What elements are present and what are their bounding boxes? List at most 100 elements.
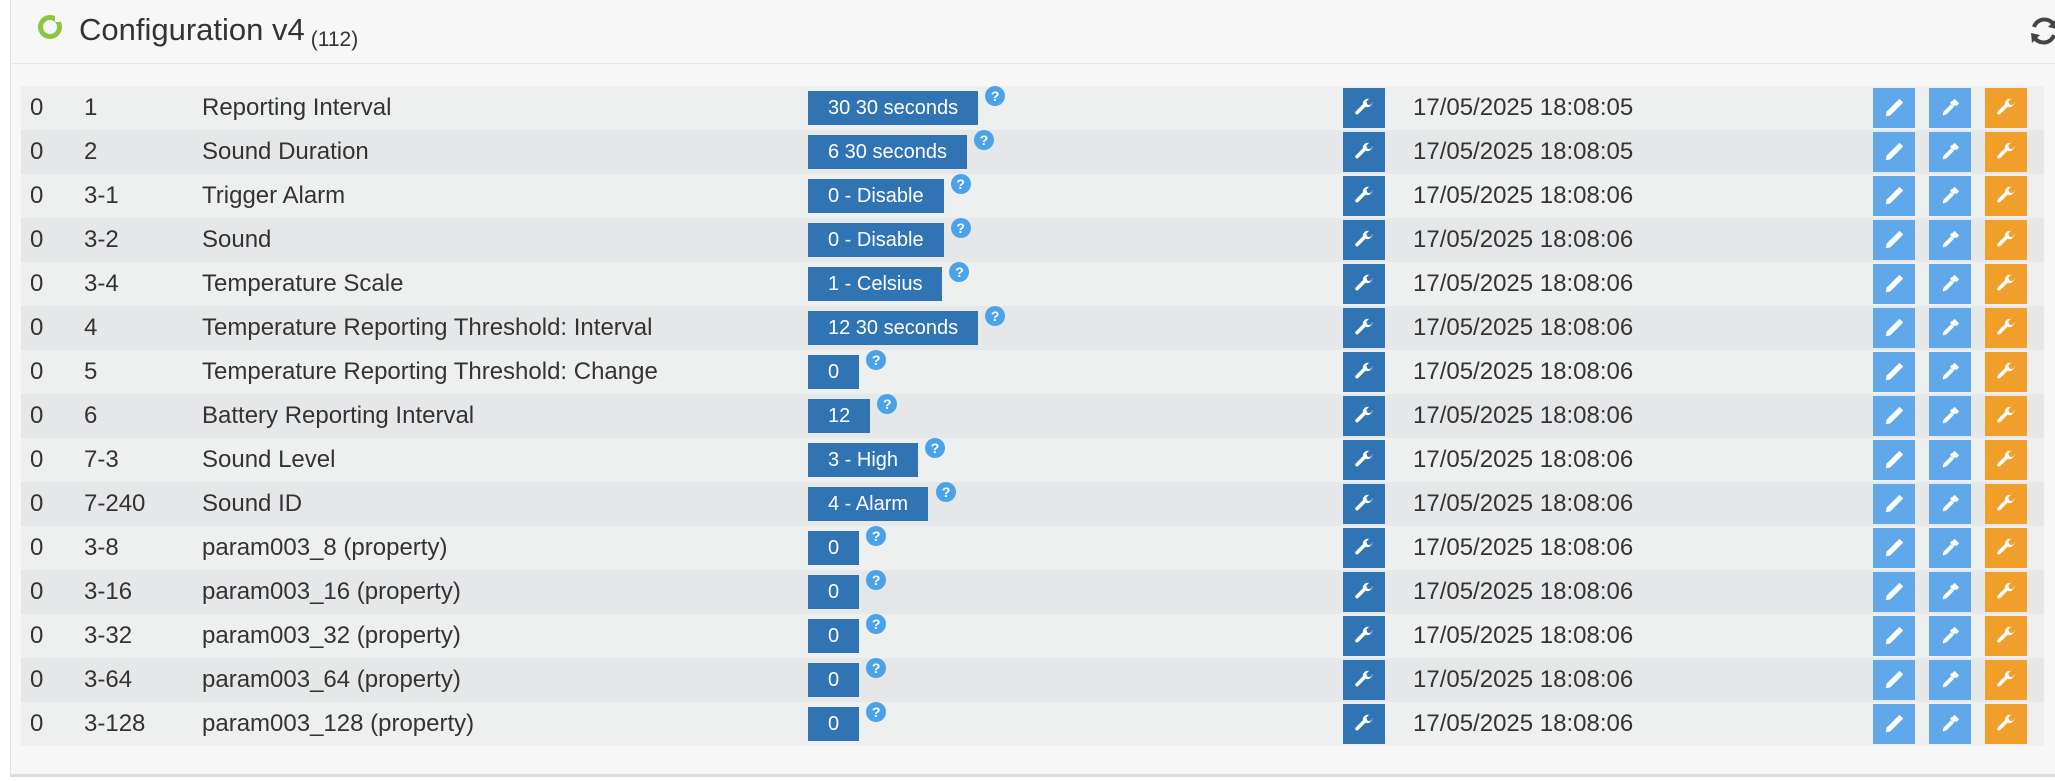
refresh-icon[interactable]	[2026, 13, 2055, 49]
help-icon[interactable]: ?	[866, 570, 887, 590]
value-button[interactable]: 0 - Disable	[808, 223, 944, 257]
help-icon[interactable]: ?	[985, 86, 1006, 106]
table-row: 0 6 Battery Reporting Interval 12 ? 17/0…	[21, 394, 2044, 438]
config-wrench-button[interactable]	[1343, 308, 1385, 348]
tool-button[interactable]	[1985, 660, 2027, 700]
value-button[interactable]: 1 - Celsius	[808, 267, 943, 301]
eyedropper-button[interactable]	[1929, 220, 1971, 260]
config-wrench-button[interactable]	[1343, 440, 1385, 480]
value-button[interactable]: 3 - High	[808, 443, 919, 477]
edit-button[interactable]	[1873, 132, 1915, 172]
edit-button[interactable]	[1873, 660, 1915, 700]
edit-button[interactable]	[1873, 396, 1915, 436]
tool-button[interactable]	[1985, 176, 2027, 216]
value-button[interactable]: 0 - Disable	[808, 179, 944, 213]
config-wrench-button[interactable]	[1343, 132, 1385, 172]
value-button[interactable]: 12	[808, 399, 871, 433]
help-icon[interactable]: ?	[973, 130, 994, 150]
tool-button[interactable]	[1985, 132, 2027, 172]
eyedropper-button[interactable]	[1929, 484, 1971, 524]
eyedropper-button[interactable]	[1929, 572, 1971, 612]
edit-button[interactable]	[1873, 572, 1915, 612]
tool-button[interactable]	[1985, 88, 2027, 128]
eyedropper-button[interactable]	[1929, 264, 1971, 304]
config-wrench-button[interactable]	[1343, 88, 1385, 128]
eyedropper-button[interactable]	[1929, 88, 1971, 128]
edit-button[interactable]	[1873, 176, 1915, 216]
eyedropper-button[interactable]	[1929, 396, 1971, 436]
config-wrench-button[interactable]	[1343, 704, 1385, 744]
edit-button[interactable]	[1873, 220, 1915, 260]
help-icon[interactable]: ?	[866, 350, 887, 370]
eyedropper-button[interactable]	[1929, 660, 1971, 700]
edit-button[interactable]	[1873, 704, 1915, 744]
config-wrench-button[interactable]	[1343, 616, 1385, 656]
tool-button[interactable]	[1985, 264, 2027, 304]
help-icon[interactable]: ?	[950, 174, 971, 194]
value-button[interactable]: 0	[808, 707, 860, 741]
eyedropper-button[interactable]	[1929, 352, 1971, 392]
value-button[interactable]: 12 30 seconds	[808, 311, 979, 345]
config-wrench-button[interactable]	[1343, 264, 1385, 304]
config-wrench-button[interactable]	[1343, 396, 1385, 436]
value-button[interactable]: 0	[808, 619, 860, 653]
config-wrench-button[interactable]	[1343, 572, 1385, 612]
help-icon[interactable]: ?	[866, 526, 887, 546]
eyedropper-button[interactable]	[1929, 132, 1971, 172]
edit-button[interactable]	[1873, 264, 1915, 304]
help-icon[interactable]: ?	[985, 306, 1006, 326]
edit-button[interactable]	[1873, 616, 1915, 656]
wrench-icon	[1355, 230, 1374, 247]
config-wrench-button[interactable]	[1343, 660, 1385, 700]
instance-cell: 0	[30, 358, 44, 385]
config-wrench-button[interactable]	[1343, 352, 1385, 392]
config-wrench-button[interactable]	[1343, 220, 1385, 260]
value-button[interactable]: 30 30 seconds	[808, 91, 979, 125]
tool-button[interactable]	[1985, 308, 2027, 348]
help-icon[interactable]: ?	[877, 394, 898, 414]
eyedropper-button[interactable]	[1929, 528, 1971, 568]
help-icon[interactable]: ?	[949, 262, 970, 282]
help-icon[interactable]: ?	[936, 482, 957, 502]
tool-button[interactable]	[1985, 396, 2027, 436]
help-icon[interactable]: ?	[866, 658, 887, 678]
wrench-icon	[1355, 406, 1374, 423]
tool-button[interactable]	[1985, 616, 2027, 656]
eyedropper-button[interactable]	[1929, 704, 1971, 744]
edit-button[interactable]	[1873, 528, 1915, 568]
eyedropper-button[interactable]	[1929, 308, 1971, 348]
value-button[interactable]: 0	[808, 575, 860, 609]
tool-button[interactable]	[1985, 704, 2027, 744]
tool-button[interactable]	[1985, 572, 2027, 612]
eyedropper-icon	[1942, 406, 1960, 424]
config-wrench-button[interactable]	[1343, 528, 1385, 568]
tool-button[interactable]	[1985, 352, 2027, 392]
wrench-icon	[1355, 626, 1374, 643]
eyedropper-button[interactable]	[1929, 176, 1971, 216]
help-icon[interactable]: ?	[866, 614, 887, 634]
edit-button[interactable]	[1873, 88, 1915, 128]
tool-button[interactable]	[1985, 484, 2027, 524]
edit-button[interactable]	[1873, 352, 1915, 392]
value-button[interactable]: 4 - Alarm	[808, 487, 929, 521]
tool-button[interactable]	[1985, 220, 2027, 260]
parameter-cell: 6	[84, 402, 98, 429]
tool-button[interactable]	[1985, 528, 2027, 568]
edit-button[interactable]	[1873, 308, 1915, 348]
pencil-icon	[1885, 538, 1904, 557]
help-icon[interactable]: ?	[925, 438, 946, 458]
help-icon[interactable]: ?	[866, 702, 887, 722]
value-button[interactable]: 6 30 seconds	[808, 135, 967, 169]
value-button[interactable]: 0	[808, 355, 860, 389]
tool-button[interactable]	[1985, 440, 2027, 480]
value-button[interactable]: 0	[808, 531, 860, 565]
config-wrench-button[interactable]	[1343, 484, 1385, 524]
edit-button[interactable]	[1873, 484, 1915, 524]
config-wrench-button[interactable]	[1343, 176, 1385, 216]
label-cell: Trigger Alarm	[202, 182, 346, 209]
eyedropper-button[interactable]	[1929, 440, 1971, 480]
value-button[interactable]: 0	[808, 663, 860, 697]
eyedropper-button[interactable]	[1929, 616, 1971, 656]
edit-button[interactable]	[1873, 440, 1915, 480]
help-icon[interactable]: ?	[950, 218, 971, 238]
